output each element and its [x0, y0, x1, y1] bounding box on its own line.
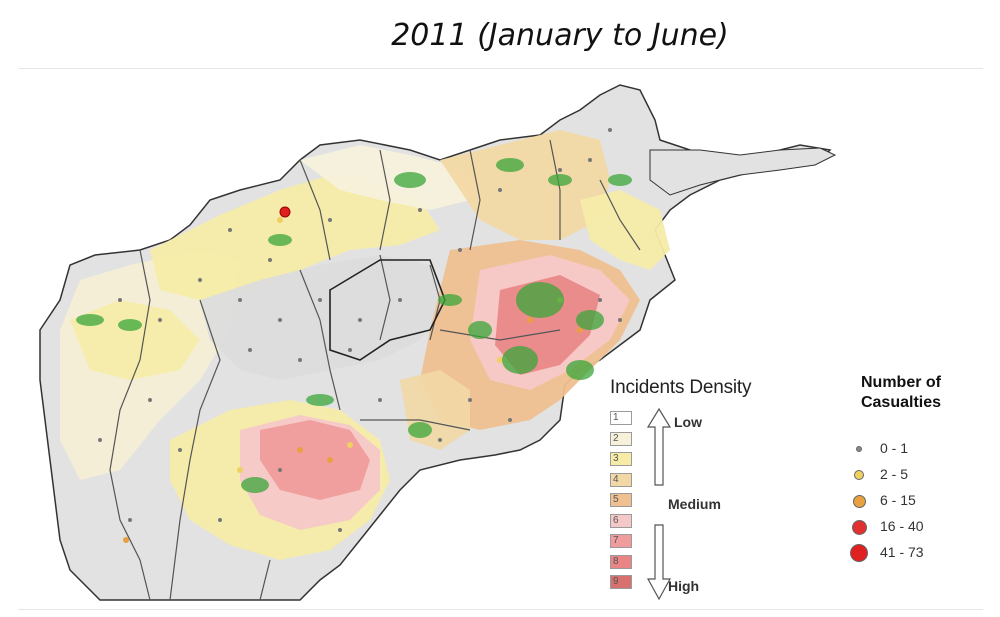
- density-swatch-row: 1: [610, 411, 646, 427]
- casualty-dot-icon: [854, 470, 864, 480]
- density-swatch-row: 7: [610, 534, 646, 550]
- density-level-number: 5: [613, 494, 619, 505]
- density-swatch: 8: [610, 554, 632, 569]
- casualty-legend: Number of Casualties 0 - 1 2 - 5 6 - 15 16 …: [836, 373, 986, 593]
- density-swatch-row: 4: [610, 472, 646, 489]
- density-zone-beige-north: [300, 145, 480, 210]
- density-swatch-row: 6: [610, 513, 646, 530]
- density-swatch: 7: [610, 534, 632, 548]
- incident-clusters-green: [76, 158, 632, 493]
- province-boundaries: [109, 139, 641, 601]
- casualty-dot-icon: [850, 544, 868, 562]
- casualty-legend-row: 0 - 1: [846, 438, 976, 460]
- casualty-range-label: 2 - 5: [880, 466, 909, 482]
- casualty-legend-title-line1: Number of: [861, 374, 941, 391]
- casualty-range-label: 6 - 15: [880, 492, 916, 508]
- density-level-number: 1: [613, 412, 619, 423]
- central-highlands-outline: [329, 259, 446, 361]
- density-zone-yellow-north: [150, 175, 440, 300]
- arrow-up-icon: [646, 407, 672, 486]
- density-high-label: High: [668, 578, 700, 594]
- density-swatch: 4: [610, 472, 632, 487]
- casualty-dot-red: [279, 206, 291, 218]
- casualty-legend-row: 6 - 15: [846, 490, 976, 512]
- density-swatch-row: 8: [610, 554, 646, 571]
- density-swatch-row: 5: [610, 493, 646, 509]
- casualty-legend-row: 16 - 40: [846, 516, 976, 538]
- density-legend: Incidents Density 1 2 3 4 5 6 7 8 9 Low Medium H…: [610, 377, 820, 607]
- density-zone-orange-northeast: [440, 130, 610, 240]
- casualty-range-label: 0 - 1: [880, 440, 909, 456]
- casualty-dot-icon: [852, 494, 866, 508]
- density-swatch: 6: [610, 513, 632, 528]
- incident-dots-grey: [98, 128, 622, 532]
- density-legend-title: Incidents Density: [610, 377, 752, 398]
- density-low-label: Low: [674, 414, 702, 430]
- density-swatch: 1: [610, 411, 632, 425]
- density-level-number: 8: [613, 555, 619, 567]
- casualty-range-label: 41 - 73: [880, 544, 924, 560]
- density-swatch-row: 3: [610, 452, 646, 468]
- density-swatch: 3: [610, 452, 632, 466]
- density-medium-label: Medium: [668, 496, 721, 512]
- density-level-number: 7: [613, 535, 619, 546]
- density-swatch-row: 2: [610, 431, 646, 448]
- density-level-number: 6: [613, 514, 619, 526]
- density-zone-yellow-northeast: [580, 190, 670, 270]
- density-swatch-row: 9: [610, 575, 646, 591]
- casualty-legend-row: 2 - 5: [846, 464, 976, 486]
- wakhan-corridor: [649, 147, 837, 196]
- density-level-number: 9: [613, 576, 619, 587]
- density-swatch: 9: [610, 575, 632, 589]
- casualty-legend-row: 41 - 73: [846, 542, 976, 564]
- casualty-dot-icon: [851, 519, 867, 535]
- density-zone-red-south: [260, 420, 370, 500]
- density-level-number: 4: [613, 473, 619, 485]
- density-level-number: 3: [613, 453, 619, 464]
- casualty-legend-title-line2: Casualties: [860, 394, 942, 411]
- map-title: 2011 (January to June): [391, 18, 729, 53]
- density-swatch: 5: [610, 493, 632, 507]
- density-level-number: 2: [613, 432, 619, 444]
- arrow-down-icon: [646, 524, 672, 601]
- density-arrows: [646, 407, 672, 601]
- density-swatch: 2: [610, 431, 632, 446]
- casualty-dot-icon: [856, 446, 862, 452]
- casualty-range-label: 16 - 40: [880, 518, 924, 534]
